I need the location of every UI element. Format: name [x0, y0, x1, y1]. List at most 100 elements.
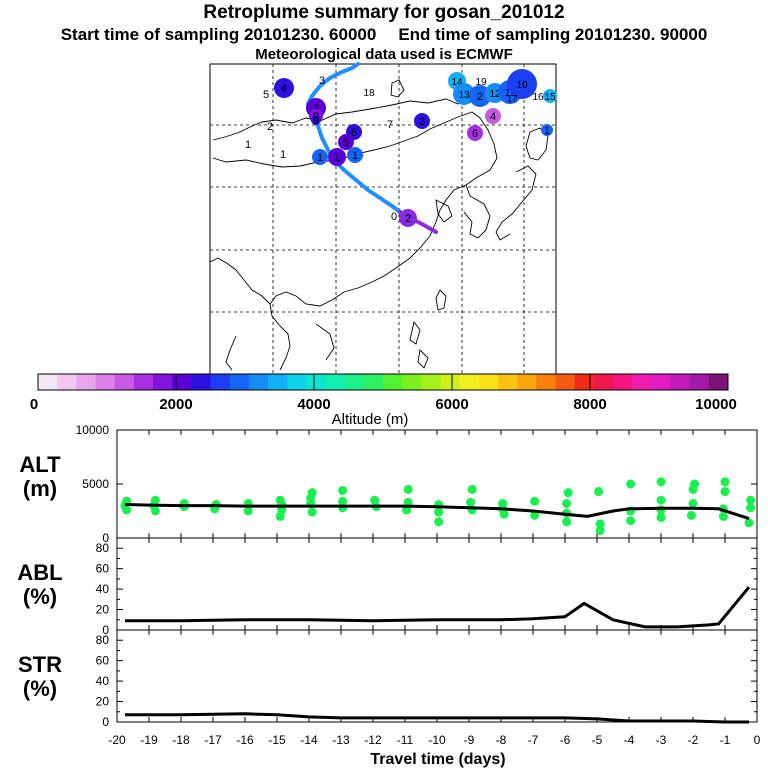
- colorbar-swatch: [172, 374, 192, 390]
- y-tick-label: 20: [96, 695, 110, 709]
- colorbar-swatch: [517, 374, 537, 390]
- alt-scatter-point: [434, 507, 444, 517]
- colorbar-tick-label: 0: [30, 396, 38, 413]
- chart-title: Retroplume summary for gosan_201012: [203, 2, 565, 23]
- series-line: [124, 503, 750, 521]
- alt-scatter-point: [562, 517, 572, 527]
- y-axis-label-line: (m): [23, 476, 57, 501]
- abl-panel: 0 20 40 60 80 ABL (%): [17, 537, 758, 637]
- plume-cluster: 18: [363, 88, 375, 99]
- plume-cluster-circle: [274, 78, 294, 98]
- y-tick-label: 0: [102, 623, 109, 637]
- plume-cluster-circle: [485, 108, 501, 124]
- alt-scatter-point: [150, 506, 160, 516]
- x-tick-label: -14: [300, 733, 318, 747]
- plume-cluster-circle: [414, 113, 430, 129]
- alt-scatter-point: [498, 498, 508, 508]
- alt-scatter-point: [243, 506, 253, 516]
- sampling-times: Start time of sampling 20101230. 60000 En…: [0, 25, 768, 45]
- plume-cluster: 3: [319, 75, 325, 87]
- plume-cluster-label: 9: [313, 115, 319, 127]
- alt-scatter-point: [594, 487, 604, 497]
- alt-scatter-point: [307, 488, 317, 498]
- colorbar-tick-label: 10000: [695, 396, 737, 413]
- alt-scatter-point: [403, 497, 413, 507]
- plume-cluster-label: 1: [544, 125, 550, 137]
- x-tick-label: -3: [656, 733, 667, 747]
- y-axis-label: ALT (m): [19, 452, 61, 501]
- colorbar-swatch: [76, 374, 96, 390]
- x-tick-label: -12: [364, 733, 382, 747]
- str-panel: 0 20 40 60 80 STR (%): [18, 629, 758, 729]
- plume-cluster-label: 17: [506, 94, 518, 105]
- x-tick-label: -2: [688, 733, 699, 747]
- plume-cluster-circle: [543, 89, 557, 103]
- plume-cluster: 10: [507, 69, 537, 99]
- colorbar-tick-label: 2000: [159, 396, 192, 413]
- colorbar-swatch: [402, 374, 422, 390]
- panel-frame: [116, 629, 758, 723]
- colorbar-swatch: [498, 374, 518, 390]
- colorbar-swatch: [57, 374, 77, 390]
- alt-scatter-point: [656, 477, 666, 487]
- alt-scatter-point: [746, 503, 756, 513]
- plume-cluster: 9: [311, 115, 321, 127]
- panel-frame: [116, 537, 758, 631]
- colorbar-swatch: [153, 374, 173, 390]
- colorbar-swatch: [229, 374, 250, 390]
- plume-cluster: 1: [280, 149, 286, 161]
- plume-cluster: 0: [391, 211, 397, 223]
- colorbar-frame: [37, 373, 729, 391]
- x-axis-label: Travel time (days): [370, 751, 505, 768]
- y-tick-label: 80: [96, 633, 110, 647]
- alt-scatter-point: [122, 505, 132, 515]
- colorbar-swatch: [689, 374, 710, 390]
- alt-scatter-point: [688, 498, 698, 508]
- alt-scatter-point: [338, 485, 348, 495]
- alt-scatter-point: [338, 496, 348, 506]
- plume-cluster-label: 6: [351, 127, 357, 139]
- plume-cluster: 2: [399, 209, 417, 227]
- plume-cluster-label: 19: [475, 77, 487, 88]
- y-tick-label: 5000: [82, 477, 109, 491]
- plume-cluster-label: 0: [391, 211, 397, 223]
- colorbar-label: Altitude (m): [332, 411, 409, 428]
- alt-scatter-point: [656, 512, 666, 522]
- alt-scatter-point: [563, 488, 573, 498]
- alt-scatter-point: [595, 525, 605, 535]
- plume-cluster-label: 4: [490, 111, 496, 123]
- alt-scatter-point: [626, 516, 636, 526]
- colorbar-swatch: [459, 374, 480, 390]
- alt-scatter-point: [466, 497, 476, 507]
- met-data-text: Meteorological data used is ECMWF: [255, 46, 513, 63]
- plume-cluster-label: 15: [544, 92, 556, 103]
- plume-cluster-label: 2: [405, 213, 411, 225]
- plume-cluster: 1: [328, 148, 346, 166]
- colorbar-swatch: [325, 374, 346, 390]
- y-tick-label: 40: [96, 582, 110, 596]
- plume-cluster-label: 6: [472, 128, 478, 140]
- y-tick-label: 60: [96, 654, 110, 668]
- start-sampling-text: Start time of sampling 20101230. 60000: [60, 25, 377, 44]
- plume-cluster-circle: [312, 149, 328, 165]
- colorbar-swatch: [613, 374, 633, 390]
- alt-scatter-point: [307, 507, 317, 517]
- colorbar-swatch: [133, 374, 154, 390]
- plume-cluster: 1: [541, 124, 553, 137]
- colorbar-swatch: [95, 374, 116, 390]
- plume-cluster: 19: [475, 77, 487, 88]
- y-tick-label: 10000: [76, 423, 110, 437]
- x-tick-label: 0: [754, 733, 761, 747]
- y-axis-label: ABL (%): [17, 560, 62, 609]
- map-frame: [209, 63, 557, 375]
- x-tick-label: -1: [720, 733, 731, 747]
- x-tick-label: -5: [592, 733, 603, 747]
- plume-cluster-label: 13: [458, 90, 470, 101]
- alt-scatter-point: [467, 484, 477, 494]
- y-axis-label-line: ABL: [17, 560, 62, 585]
- x-tick-label: -7: [528, 733, 539, 747]
- alt-scatter-point: [275, 495, 285, 505]
- colorbar-swatch: [268, 374, 288, 390]
- y-axis-label-line: (%): [23, 584, 57, 609]
- plume-cluster-label: 1: [280, 149, 286, 161]
